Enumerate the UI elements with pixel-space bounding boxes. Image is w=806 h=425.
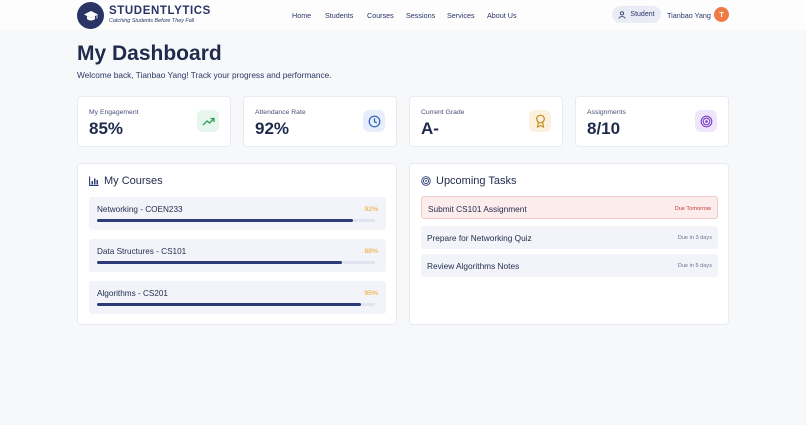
brand-name[interactable]: STUDENTLYTICS [109,5,211,17]
stat-label: My Engagement [89,109,139,116]
task-item[interactable]: Review Algorithms Notes Due in 5 days [421,254,718,277]
stat-label: Attendance Rate [255,109,306,116]
panel-title: Upcoming Tasks [436,175,517,187]
nav-courses[interactable]: Courses [367,11,394,20]
course-progress-percent: 95% [364,290,378,297]
progress-bar [97,219,375,222]
task-name: Prepare for Networking Quiz [427,233,532,243]
course-item-data-structures[interactable]: Data Structures - CS101 88% [89,239,386,272]
upcoming-tasks-panel: Upcoming Tasks Submit CS101 Assignment D… [409,163,729,325]
stat-value: A- [421,119,439,138]
course-progress-percent: 92% [364,206,378,213]
course-name: Data Structures - CS101 [97,247,187,256]
task-item[interactable]: Prepare for Networking Quiz Due in 3 day… [421,226,718,249]
award-icon [529,110,551,132]
task-due-badge: Due Tomorrow [674,205,711,212]
stat-card-grade: Current Grade A- [409,96,563,147]
course-item-networking[interactable]: Networking - COEN233 92% [89,197,386,230]
clock-icon [363,110,385,132]
top-navbar: STUDENTLYTICS Catching Students Before T… [0,0,806,30]
course-progress-percent: 88% [364,248,378,255]
role-badge-button[interactable]: Student [612,6,661,23]
graduation-cap-icon[interactable] [77,2,104,29]
task-due-badge: Due in 5 days [677,262,712,269]
user-name[interactable]: Tianbao Yang [667,11,711,20]
task-name: Submit CS101 Assignment [428,204,527,214]
progress-fill [97,261,342,264]
trending-up-icon [197,110,219,132]
nav-home[interactable]: Home [292,11,312,20]
stat-value: 85% [89,119,124,138]
course-name: Networking - COEN233 [97,205,183,214]
nav-services[interactable]: Services [447,11,475,20]
panel-header: My Courses [89,175,163,187]
stat-value: 8/10 [587,119,621,138]
task-item-urgent[interactable]: Submit CS101 Assignment Due Tomorrow [421,196,718,219]
page-title: My Dashboard [77,42,222,65]
target-icon [695,110,717,132]
bar-chart-icon [89,176,99,186]
avatar[interactable]: T [714,7,729,22]
stat-value: 92% [255,119,290,138]
stat-label: Current Grade [421,109,465,116]
course-name: Algorithms - CS201 [97,289,168,298]
progress-bar [97,303,375,306]
stat-card-engagement: My Engagement 85% [77,96,231,147]
task-due-badge: Due in 3 days [677,234,712,241]
my-courses-panel: My Courses Networking - COEN233 92% Data… [77,163,397,325]
brand-tagline: Catching Students Before They Fall [109,18,195,24]
course-item-algorithms[interactable]: Algorithms - CS201 95% [89,281,386,314]
panel-header: Upcoming Tasks [421,175,517,187]
progress-bar [97,261,375,264]
user-icon [619,10,626,19]
target-icon [421,176,431,186]
stat-label: Assignments [587,109,626,116]
stat-card-attendance: Attendance Rate 92% [243,96,397,147]
nav-sessions[interactable]: Sessions [406,11,436,20]
role-label: Student [630,11,655,18]
task-name: Review Algorithms Notes [427,261,520,271]
progress-fill [97,219,353,222]
welcome-text: Welcome back, Tianbao Yang! Track your p… [77,70,332,80]
panel-title: My Courses [104,175,163,187]
stat-card-assignments: Assignments 8/10 [575,96,729,147]
progress-fill [97,303,362,306]
nav-about-us[interactable]: About Us [487,11,517,20]
nav-students[interactable]: Students [325,11,354,20]
